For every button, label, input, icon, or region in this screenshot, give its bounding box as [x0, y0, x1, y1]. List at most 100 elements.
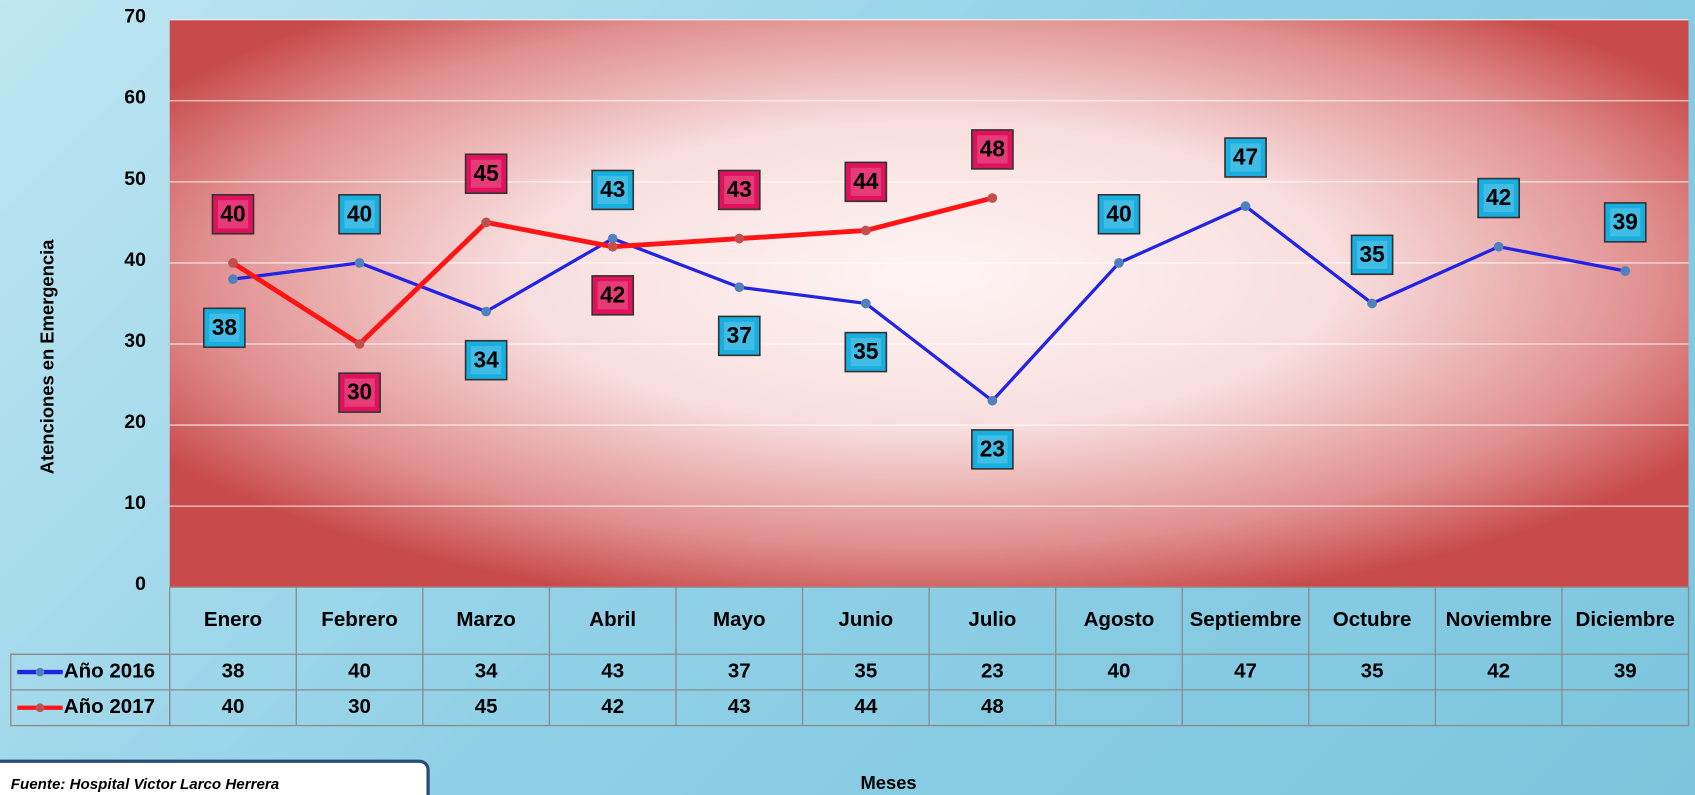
data-label-box: [717, 315, 761, 357]
x-tick-cell: Octubre: [1333, 609, 1412, 632]
data-label: 42: [1486, 184, 1511, 210]
data-label-box: [203, 307, 246, 349]
table-value: 48: [981, 695, 1004, 718]
point: [481, 306, 491, 317]
table-value: 44: [854, 695, 877, 718]
data-label: 43: [600, 176, 625, 202]
data-label-box: [464, 153, 508, 195]
table-value: 43: [601, 659, 624, 682]
table-value: 40: [348, 659, 371, 682]
point: [1620, 266, 1631, 276]
data-label-box: [338, 194, 381, 235]
x-tick-cell: Julio: [968, 608, 1017, 632]
source: Fuente: Hospital Victor Larco Herrera: [11, 776, 279, 793]
x-tick-label: Julio: [968, 608, 1017, 632]
data-label-bevel: [977, 135, 1008, 164]
y-tick-label: 30: [124, 330, 146, 352]
table-value: 23: [981, 659, 1004, 682]
data-label-box: [971, 429, 1014, 470]
data-label-box: [1097, 194, 1141, 235]
x-tick-label: Noviembre: [1445, 608, 1552, 632]
data-label-bevel: [977, 435, 1008, 464]
data-label-box: [464, 339, 508, 381]
point: [1114, 258, 1124, 268]
x-tick-label: Abril: [589, 608, 637, 632]
table-value: 40: [1108, 659, 1131, 682]
point: [734, 233, 745, 244]
point: [1493, 241, 1504, 252]
data-label: 45: [474, 160, 499, 186]
y-tick-label: 50: [124, 168, 146, 190]
data-label-bevel: [1610, 208, 1641, 237]
point: [354, 258, 365, 268]
data-label-bevel: [217, 200, 249, 229]
data-label: 40: [347, 200, 372, 226]
data-label-bevel: [1356, 240, 1388, 269]
data-label-box: [717, 169, 761, 211]
data-label-bevel: [209, 313, 240, 342]
data-label: 35: [1359, 241, 1384, 267]
data-label-box: [1477, 177, 1521, 219]
x-tick-cell: Enero: [203, 608, 263, 632]
data-label-bevel: [1230, 143, 1261, 172]
data-label-bevel: [344, 378, 375, 407]
point: [481, 217, 491, 228]
series-line: [232, 204, 1626, 403]
point: [354, 339, 365, 349]
data-label-bevel: [597, 175, 628, 205]
data-label: 30: [347, 379, 372, 405]
point: [860, 225, 871, 236]
x-tick-label: Agosto: [1083, 608, 1155, 632]
legend-label: Año 2017: [64, 695, 155, 718]
x-tick-cell: Junio: [838, 608, 894, 632]
data-label-box: [591, 169, 635, 211]
data-label: 42: [600, 281, 625, 307]
y-tick-label: 40: [124, 249, 146, 271]
data-label: 43: [727, 176, 752, 202]
data-label-box: [338, 372, 381, 413]
data-label: 37: [727, 322, 752, 348]
data-label: 40: [1106, 200, 1131, 226]
data-label-box: [1350, 234, 1394, 276]
legend-label: Año 2016: [64, 659, 155, 682]
y-tick-label: 70: [124, 6, 146, 28]
table-value: 42: [601, 695, 624, 718]
point: [987, 395, 998, 406]
data-label: 47: [1233, 144, 1258, 170]
legend-marker: [35, 703, 45, 713]
data-label-box: [211, 194, 255, 235]
data-label-bevel: [850, 338, 881, 367]
table-value: 35: [1361, 659, 1384, 682]
table-value: 42: [1487, 659, 1510, 682]
x-tick-cell: Marzo: [456, 609, 515, 632]
data-label: 23: [980, 435, 1005, 461]
table-value: 43: [728, 695, 751, 718]
x-tick-label: Diciembre: [1575, 608, 1675, 632]
point: [228, 274, 238, 284]
point: [228, 258, 238, 268]
table-value: 37: [728, 659, 751, 682]
data-label-box: [971, 129, 1014, 170]
x-tick-label: Septiembre: [1189, 608, 1302, 632]
data-label-box: [844, 161, 888, 203]
x-tick-label: Enero: [203, 608, 263, 632]
point: [860, 298, 871, 309]
y-tick-label: 60: [124, 87, 146, 109]
data-label-bevel: [1103, 200, 1135, 229]
x-tick-cell: Mayo: [713, 608, 766, 632]
data-label-bevel: [850, 167, 881, 196]
table-value: 47: [1234, 659, 1257, 682]
table-value: 38: [222, 659, 245, 682]
data-label-box: [591, 275, 635, 316]
data-label: 44: [853, 168, 879, 194]
data-label: 40: [220, 200, 245, 226]
table-value: 35: [854, 659, 877, 682]
x-tick-label: Febrero: [321, 608, 398, 632]
x-tick-label: Junio: [838, 608, 894, 632]
data-label: 48: [980, 135, 1005, 161]
data-label-box: [1603, 202, 1647, 243]
x-tick-label: Mayo: [713, 608, 766, 632]
table-value: 39: [1614, 659, 1637, 682]
data-label-bevel: [597, 281, 628, 310]
